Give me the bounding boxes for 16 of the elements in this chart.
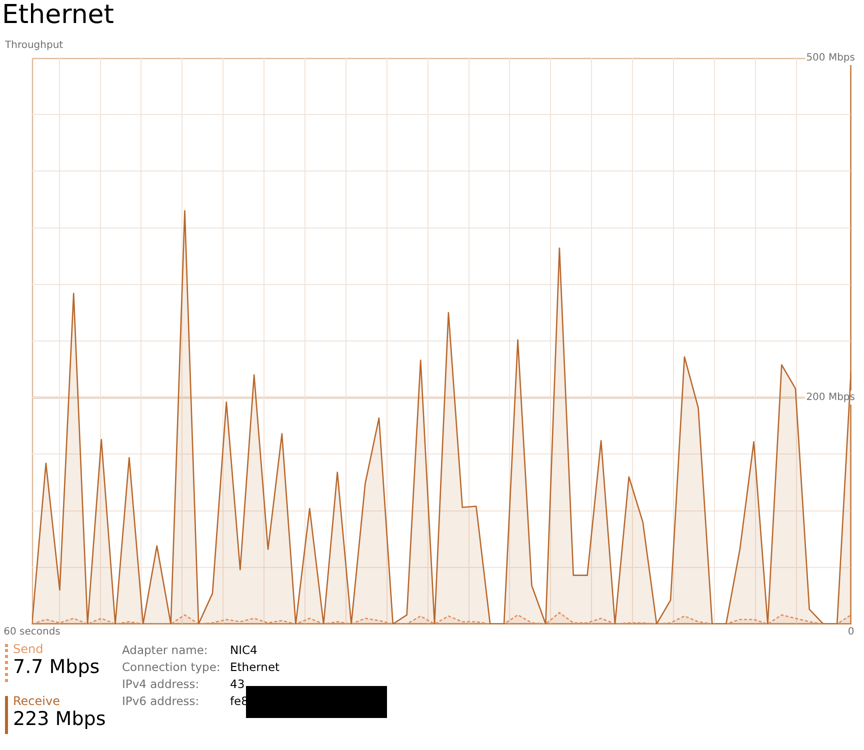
text: NIC4: [230, 643, 258, 657]
text: 43: [230, 677, 246, 691]
text: 7.7 Mbps: [13, 656, 101, 678]
x-tick-label: 0: [848, 626, 854, 638]
y-axis-title: Throughput: [5, 40, 64, 51]
y-tick-label: 500 Mbps: [806, 52, 855, 64]
text: Connection type:: [122, 660, 222, 674]
text: Receive: [13, 694, 61, 708]
text: IPv4 address:: [122, 677, 200, 691]
chart-title: Ethernet: [2, 0, 114, 30]
text: Ethernet: [230, 660, 281, 674]
text: IPv6 address:: [122, 694, 200, 708]
text: 223 Mbps: [13, 708, 106, 730]
text: Adapter name:: [122, 643, 209, 657]
x-tick-label: 60 seconds: [4, 626, 60, 638]
series-label: Send: [13, 642, 44, 656]
